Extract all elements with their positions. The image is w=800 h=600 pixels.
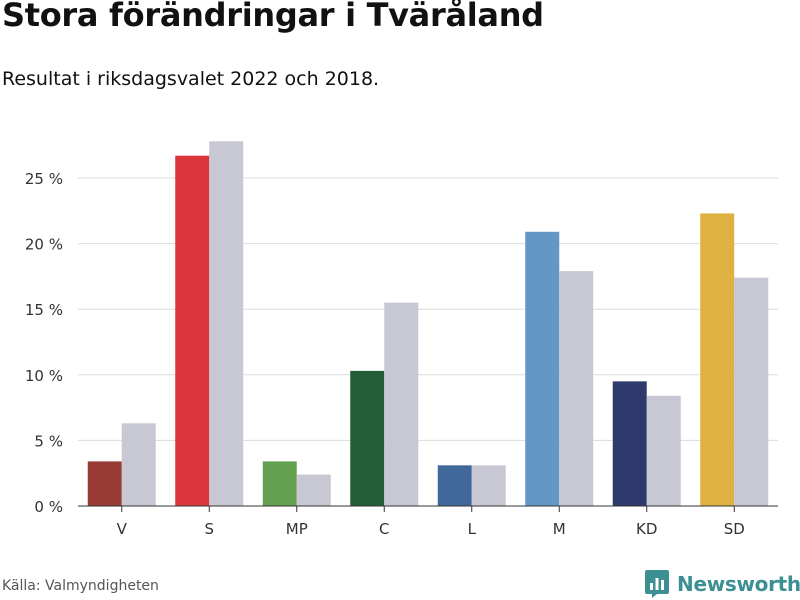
bar-2018-KD (646, 395, 681, 506)
bar-2022-KD (612, 381, 647, 506)
bar-2018-V (121, 423, 156, 506)
bar-2022-V (87, 461, 122, 506)
x-tick-label: SD (724, 520, 745, 538)
brand-logo: Newsworthy (644, 568, 800, 600)
bar-2018-MP (296, 474, 331, 506)
y-tick-label: 10 % (25, 367, 63, 385)
brand-name: Newsworthy (677, 572, 800, 596)
bar-2018-L (471, 465, 506, 506)
bar-2022-M (525, 231, 560, 507)
y-tick-label: 15 % (25, 301, 63, 319)
bar-2022-L (437, 465, 472, 506)
bar-2018-SD (734, 277, 769, 506)
x-tick-label: KD (636, 520, 657, 538)
bar-2022-C (350, 370, 385, 506)
x-tick-label: L (468, 520, 477, 538)
x-tick-label: C (379, 520, 389, 538)
chart-title: Stora förändringar i Tväråland (2, 0, 544, 34)
bar-2018-S (209, 141, 244, 506)
y-tick-label: 0 % (34, 498, 63, 516)
bar-2022-SD (700, 213, 735, 506)
newsworthy-logo-icon (645, 570, 669, 598)
x-tick-label: MP (286, 520, 308, 538)
bar-2022-S (175, 155, 210, 507)
bar-2018-C (384, 302, 419, 506)
x-tick-label: V (117, 520, 128, 538)
bar-2018-M (559, 271, 594, 506)
y-tick-label: 5 % (34, 432, 63, 450)
source-note: Källa: Valmyndigheten (2, 578, 159, 594)
x-tick-label: M (553, 520, 566, 538)
chart-subtitle: Resultat i riksdagsvalet 2022 och 2018. (2, 68, 380, 90)
bar-2022-MP (262, 461, 297, 506)
y-tick-label: 20 % (25, 236, 63, 254)
y-tick-label: 25 % (25, 170, 63, 188)
x-tick-label: S (204, 520, 214, 538)
